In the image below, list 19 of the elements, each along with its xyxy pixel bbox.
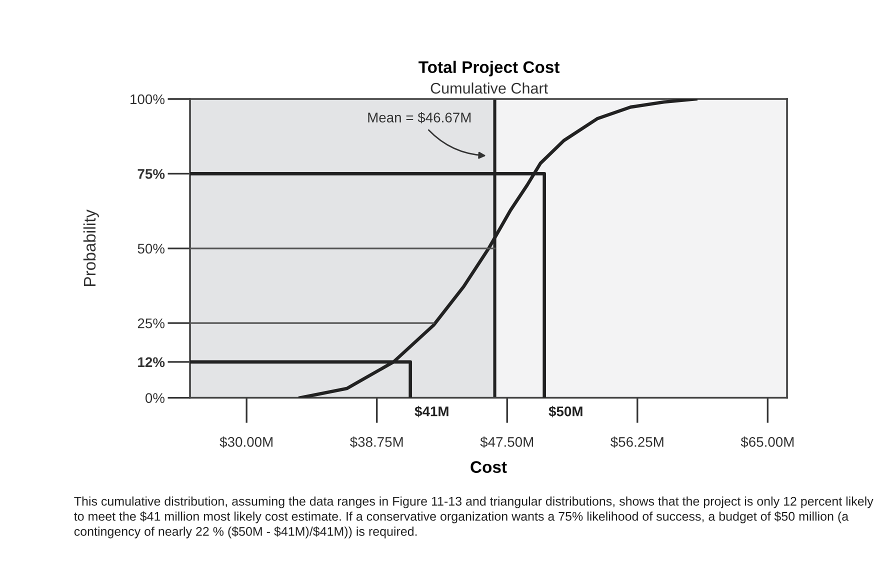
y-tick-label: 0% — [145, 393, 165, 403]
y-tick-label: 75% — [138, 169, 165, 179]
annotation: $50M — [548, 406, 582, 418]
y-tick-label: 25% — [138, 318, 165, 328]
x-tick-label: $65.00M — [740, 436, 794, 448]
annotation: Mean = $46.67M — [368, 112, 471, 124]
y-tick-label: 50% — [138, 244, 165, 254]
x-tick-label: $38.75M — [350, 436, 403, 448]
x-tick-label: $30.00M — [220, 436, 272, 448]
x-axis-title: Cost — [470, 461, 507, 473]
y-axis-title: Probability — [83, 210, 99, 286]
chart-title: Total Project Cost — [418, 60, 560, 76]
x-tick-label: $56.25M — [610, 436, 664, 448]
x-tick-label: $47.50M — [480, 436, 534, 448]
annotation: $41M — [414, 406, 448, 418]
text: This cumulative distribution, assuming the data ranges in Figure 11-13 and triangular distributions, shows that the project is only 12 percent likely to meet the $41 million most likely cost estimate. If a conservative organization wants a 75% likelihood of success, a budget of $50 million (a contingency of nearly 22 % ($50M - $41M)/$41M)) is required. — [74, 496, 874, 538]
chart-subtitle: Cumulative Chart — [430, 82, 548, 94]
y-tick-label: 100% — [130, 94, 165, 104]
y-tick-label: 12% — [138, 357, 165, 368]
